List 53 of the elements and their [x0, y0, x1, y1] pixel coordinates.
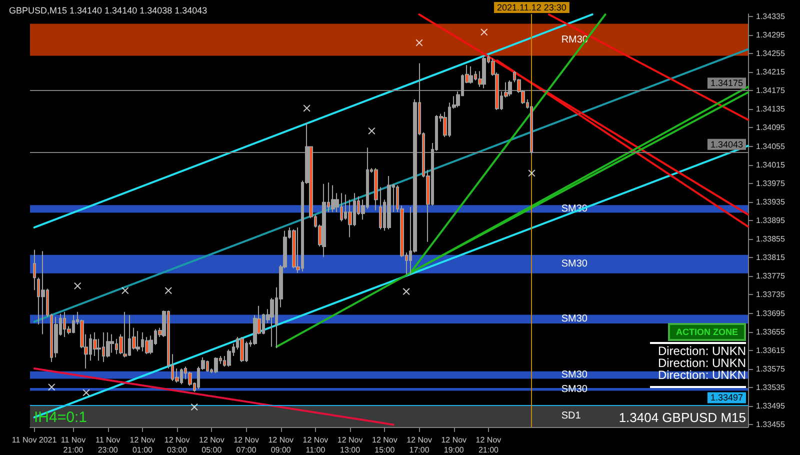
ref-line-label: 2021.11.12 23:30 — [497, 2, 566, 12]
y-tick-label: 1.34135 — [756, 104, 786, 114]
y-tick-label: 1.33455 — [756, 420, 786, 430]
y-tick-label: 1.33775 — [756, 272, 786, 281]
band-label: SM30 — [561, 384, 588, 395]
y-tick-label: 1.33735 — [756, 290, 786, 300]
y-tick-label: 1.33655 — [756, 327, 786, 336]
x-tick-label: 12 Nov 13:00 — [337, 436, 363, 454]
x-tick-label: 12 Nov 03:00 — [164, 436, 190, 454]
y-tick-label: 1.33935 — [756, 197, 786, 206]
x-tick-label: 12 Nov 15:00 — [372, 436, 398, 454]
annotation: Direction: UNKN — [658, 344, 746, 358]
y-tick-label: 1.33495 — [756, 402, 786, 411]
y-tick-label: 1.33855 — [756, 234, 786, 244]
x-tick-label: 12 Nov 11:00 — [302, 436, 328, 454]
annotation: 1.3404 GBPUSD M15 — [618, 410, 746, 425]
band-label: SM30 — [561, 370, 588, 381]
y-tick-label: 1.33535 — [756, 383, 786, 392]
ref-line-label: 1.34043 — [710, 139, 743, 150]
y-tick-label: 1.34295 — [756, 30, 786, 40]
ref-line-label: 1.33497 — [710, 392, 743, 403]
x-tick-label: 12 Nov 21:00 — [476, 436, 502, 454]
x-tick-label: 12 Nov 19:00 — [441, 436, 467, 454]
annotation: IH4=0:1 — [34, 409, 87, 426]
annotation: Direction: UNKN — [658, 356, 746, 370]
band-label: SM30 — [561, 314, 588, 325]
y-tick-label: 1.33895 — [756, 216, 786, 225]
x-tick-label: 11 Nov 23:00 — [95, 436, 120, 454]
y-tick-label: 1.34015 — [756, 160, 786, 170]
band-label: SD1 — [561, 410, 582, 422]
y-tick-label: 1.33615 — [756, 346, 786, 355]
y-tick-label: 1.34175 — [756, 86, 786, 96]
y-tick-label: 1.34215 — [756, 68, 786, 77]
x-tick-label: 12 Nov 01:00 — [130, 436, 156, 454]
x-tick-label: 12 Nov 07:00 — [234, 436, 259, 454]
x-tick-label: 12 Nov 17:00 — [406, 436, 432, 454]
y-tick-label: 1.33575 — [756, 364, 786, 374]
band-label: SM30 — [561, 258, 588, 270]
x-tick-label: 12 Nov 09:00 — [268, 436, 294, 454]
y-tick-label: 1.34255 — [756, 48, 786, 58]
chart-title: GBPUSD,M15 1.34140 1.34140 1.34038 1.34043 — [9, 6, 208, 16]
y-tick-label: 1.34055 — [756, 142, 786, 151]
annotation: Direction: UNKN — [658, 368, 746, 382]
x-tick-label: 12 Nov 05:00 — [198, 436, 224, 454]
y-tick-label: 1.34095 — [756, 123, 786, 132]
x-tick-label: 11 Nov 21:00 — [60, 436, 86, 454]
y-tick-label: 1.34335 — [756, 12, 786, 21]
x-tick-label: 11 Nov 2021 — [12, 436, 58, 444]
y-tick-label: 1.33695 — [756, 308, 786, 318]
ref-line-label: 1.34175 — [710, 78, 743, 88]
y-tick-label: 1.33815 — [756, 253, 786, 262]
action-zone-button: ACTION ZONE — [668, 323, 746, 341]
y-tick-label: 1.33975 — [756, 178, 786, 188]
